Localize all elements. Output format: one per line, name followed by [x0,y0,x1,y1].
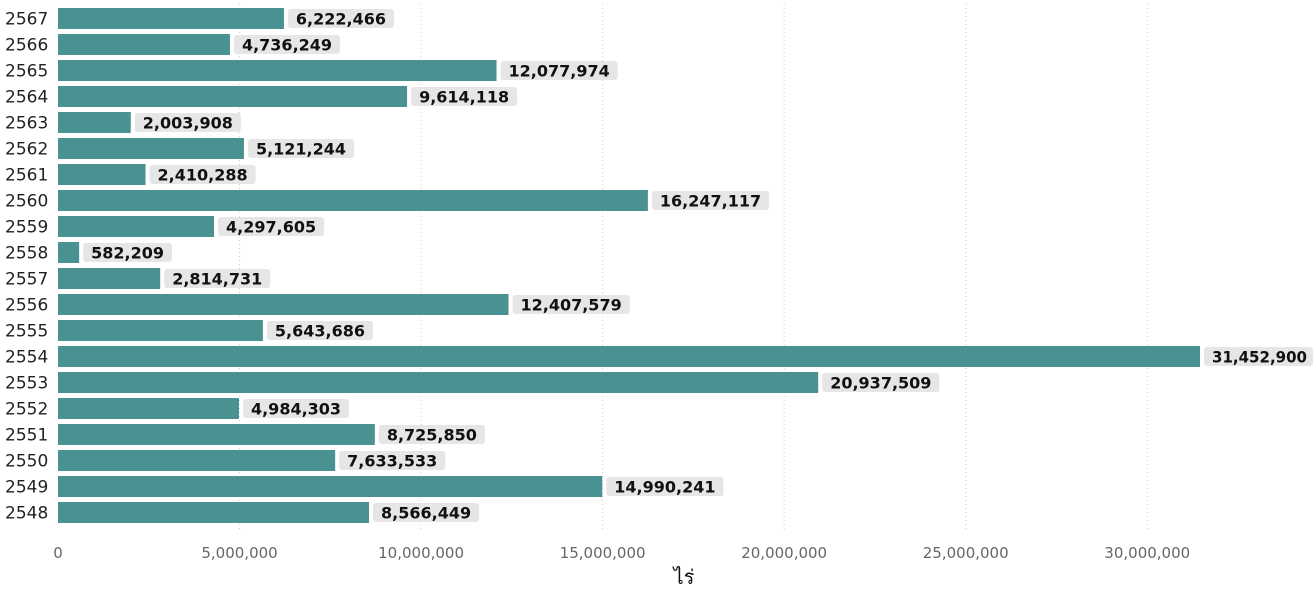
x-tick-label: 20,000,000 [741,544,827,562]
data-label: 20,937,509 [830,374,931,393]
category-label: 2560 [5,192,48,212]
data-label: 4,736,249 [242,36,332,55]
bar [58,242,80,263]
category-label: 2549 [5,478,48,498]
data-label-background [651,191,770,210]
data-label-background [83,243,173,262]
data-label-background [266,321,374,340]
category-label: 2554 [5,348,48,368]
bar [58,372,819,393]
data-label-background [242,399,350,418]
bar [58,424,375,445]
bar [58,476,603,497]
category-label: 2555 [5,322,48,342]
x-tick-label: 30,000,000 [1104,544,1190,562]
data-label-background [500,61,618,80]
data-label: 582,209 [91,244,164,263]
data-label: 12,077,974 [509,62,610,81]
data-label: 5,121,244 [256,140,346,159]
category-label: 2565 [5,62,48,82]
data-label: 12,407,579 [520,296,621,315]
category-label: 2557 [5,270,48,290]
bar [58,164,146,185]
bar [58,216,215,237]
category-label: 2567 [5,10,48,30]
data-label-background [378,425,485,444]
bar [58,8,284,29]
bar [58,190,648,211]
data-label-background [822,373,940,392]
bar [58,294,509,315]
bar [58,346,1200,367]
bar [58,398,239,419]
category-label: 2548 [5,504,48,524]
bar [58,320,263,341]
bar [58,34,230,55]
category-label: 2552 [5,400,48,420]
bar [58,138,244,159]
data-label: 2,003,908 [143,114,233,133]
category-label: 2558 [5,244,48,264]
data-label-background [606,477,724,496]
category-label: 2563 [5,114,48,134]
data-label: 4,297,605 [226,218,316,237]
category-label: 2553 [5,374,48,394]
data-label: 9,614,118 [419,88,509,107]
x-axis-title: ไร่ [672,565,695,589]
data-label-background [233,35,341,54]
data-label: 7,633,533 [347,452,437,471]
bar [58,268,161,289]
data-label: 6,222,466 [296,10,386,29]
category-label: 2561 [5,166,48,186]
data-label: 2,410,288 [158,166,248,185]
x-tick-label: 25,000,000 [923,544,1009,562]
bar [58,502,370,523]
data-label-background [149,165,256,184]
data-label-background [164,269,271,288]
value-axis: 0 5,000,000 10,000,000 15,000,000 20,000,000… [53,544,1190,562]
bar [58,60,497,81]
data-label: 2,814,731 [172,270,262,289]
x-tick-label: 0 [53,544,63,562]
data-label-background [339,451,446,470]
data-label: 8,725,850 [387,426,477,445]
data-label: 31,452,900 [1212,348,1307,367]
category-label: 2551 [5,426,48,446]
data-label-background [134,113,241,132]
category-label: 2556 [5,296,48,316]
data-label-background [411,87,518,106]
category-label: 2566 [5,36,48,56]
data-label: 8,566,449 [381,504,471,523]
data-label-background [218,217,325,236]
data-label: 4,984,303 [251,400,341,419]
data-label-background [1204,347,1313,366]
data-label-background [287,9,395,28]
bar [58,112,131,133]
data-label: 14,990,241 [614,478,715,497]
x-tick-label: 15,000,000 [560,544,646,562]
x-tick-label: 10,000,000 [378,544,464,562]
category-label: 2550 [5,452,48,472]
category-axis: 2567 2566 2565 2564 2563 2562 2561 2560 2559 2558… [5,10,48,524]
data-label-background [247,139,355,158]
data-label: 16,247,117 [660,192,761,211]
x-tick-label: 5,000,000 [201,544,277,562]
data-label-background [512,295,630,314]
data-label-background [373,503,480,522]
category-label: 2562 [5,140,48,160]
bar [58,86,408,107]
category-label: 2564 [5,88,48,108]
category-label: 2559 [5,218,48,238]
bar [58,450,336,471]
data-label: 5,643,686 [275,322,365,341]
